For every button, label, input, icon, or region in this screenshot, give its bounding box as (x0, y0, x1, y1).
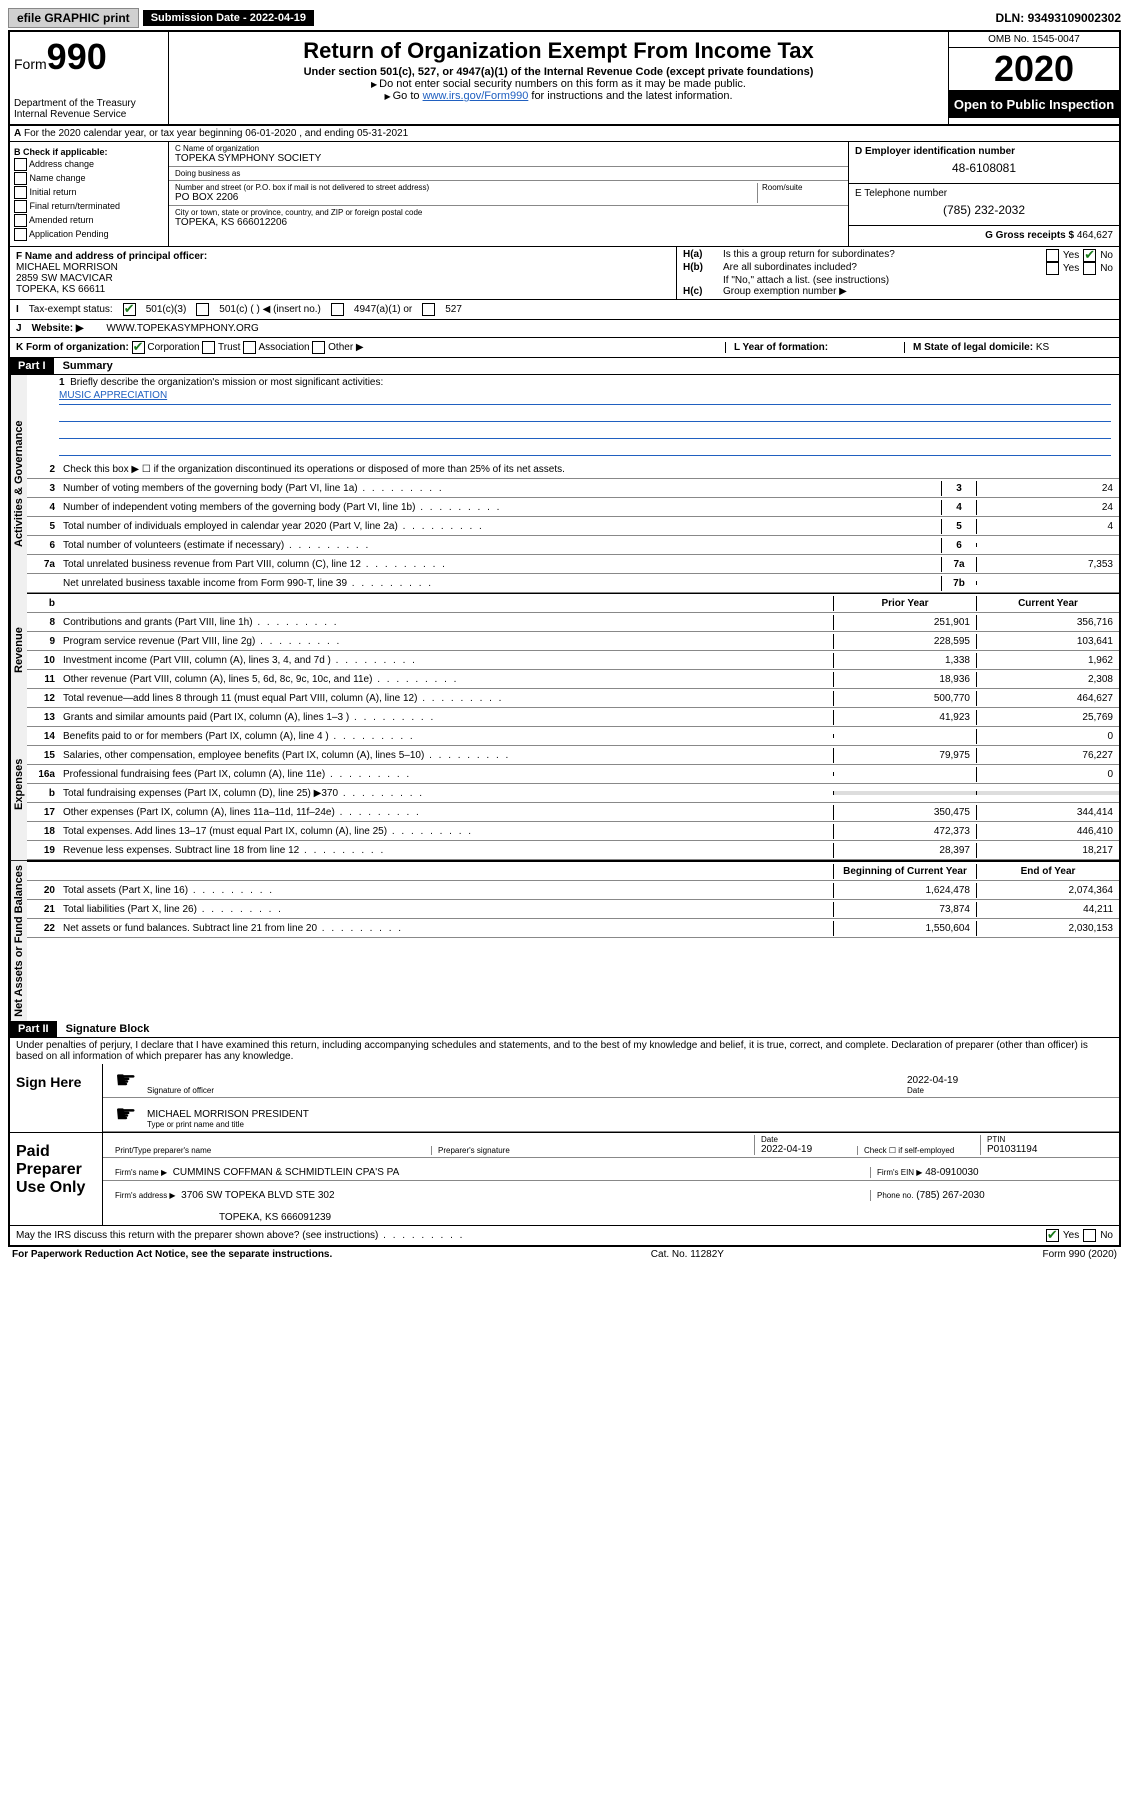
table-row: bTotal fundraising expenses (Part IX, co… (27, 784, 1119, 803)
vtab-revenue: Revenue (10, 593, 27, 708)
corp-checkbox[interactable] (132, 341, 145, 354)
sign-here-block: Sign Here ☛ Signature of officer 2022-04… (10, 1064, 1119, 1133)
assoc-checkbox[interactable] (243, 341, 256, 354)
instructions-link[interactable]: www.irs.gov/Form990 (423, 90, 529, 102)
tax-year: 2020 (949, 48, 1119, 91)
table-row: 10Investment income (Part VIII, column (… (27, 651, 1119, 670)
firm-phone: (785) 267-2030 (916, 1190, 984, 1201)
501c3-checkbox[interactable] (123, 303, 136, 316)
penalty-statement: Under penalties of perjury, I declare th… (10, 1038, 1119, 1064)
revenue-section: Revenue bPrior YearCurrent Year 8Contrib… (10, 593, 1119, 708)
table-row: 20Total assets (Part X, line 16)1,624,47… (27, 881, 1119, 900)
4947-checkbox[interactable] (331, 303, 344, 316)
efile-button[interactable]: efile GRAPHIC print (8, 8, 139, 28)
activities-governance: Activities & Governance 1 Briefly descri… (10, 375, 1119, 593)
table-row: 9Program service revenue (Part VIII, lin… (27, 632, 1119, 651)
firm-name: CUMMINS COFFMAN & SCHMIDTLEIN CPA'S PA (173, 1167, 400, 1178)
initial-return-checkbox[interactable] (14, 186, 27, 199)
table-row: 18Total expenses. Add lines 13–17 (must … (27, 822, 1119, 841)
expenses-section: Expenses 13Grants and similar amounts pa… (10, 708, 1119, 860)
box-f-officer: F Name and address of principal officer:… (10, 247, 676, 299)
table-row: 19Revenue less expenses. Subtract line 1… (27, 841, 1119, 860)
box-h: H(a)Is this a group return for subordina… (676, 247, 1119, 299)
city-state-zip: TOPEKA, KS 666012206 (175, 217, 842, 228)
header-left: Form990 Department of the Treasury Inter… (10, 32, 169, 124)
part2-header: Part II Signature Block (10, 1021, 1119, 1038)
form-title: Return of Organization Exempt From Incom… (173, 38, 944, 64)
name-change-checkbox[interactable] (14, 172, 27, 185)
website-url: WWW.TOPEKASYMPHONY.ORG (106, 323, 258, 334)
street-address: PO BOX 2206 (175, 192, 757, 203)
ptin: P01031194 (987, 1144, 1037, 1155)
table-row: 16aProfessional fundraising fees (Part I… (27, 765, 1119, 784)
omb-number: OMB No. 1545-0047 (949, 32, 1119, 48)
section-fh: F Name and address of principal officer:… (10, 247, 1119, 300)
ha-no-checkbox[interactable] (1083, 249, 1096, 262)
hb-yes-checkbox[interactable] (1046, 262, 1059, 275)
telephone: (785) 232-2032 (855, 199, 1113, 221)
discuss-row: May the IRS discuss this return with the… (10, 1226, 1119, 1245)
trust-checkbox[interactable] (202, 341, 215, 354)
table-row: 11Other revenue (Part VIII, column (A), … (27, 670, 1119, 689)
other-checkbox[interactable] (312, 341, 325, 354)
state-domicile: KS (1036, 342, 1049, 353)
amended-return-checkbox[interactable] (14, 214, 27, 227)
submission-date-badge: Submission Date - 2022-04-19 (143, 10, 314, 26)
korg-row: K Form of organization: Corporation Trus… (10, 338, 1119, 358)
paid-preparer-label: Paid Preparer Use Only (10, 1133, 103, 1225)
table-row: 14Benefits paid to or for members (Part … (27, 727, 1119, 746)
hb-no-checkbox[interactable] (1083, 262, 1096, 275)
gross-receipts: 464,627 (1077, 230, 1113, 241)
discuss-no-checkbox[interactable] (1083, 1229, 1096, 1242)
box-c-org-info: C Name of organizationTOPEKA SYMPHONY SO… (169, 142, 848, 246)
application-pending-checkbox[interactable] (14, 228, 27, 241)
527-checkbox[interactable] (422, 303, 435, 316)
final-return-checkbox[interactable] (14, 200, 27, 213)
irs-label: Internal Revenue Service (14, 109, 164, 120)
discuss-yes-checkbox[interactable] (1046, 1229, 1059, 1242)
ein: 48-6108081 (855, 157, 1113, 179)
table-row: 22Net assets or fund balances. Subtract … (27, 919, 1119, 938)
website-row: J Website: ▶ WWW.TOPEKASYMPHONY.ORG (10, 320, 1119, 338)
form-container: Form990 Department of the Treasury Inter… (8, 30, 1121, 1247)
dept-treasury: Department of the Treasury (14, 98, 164, 109)
box-b-checkboxes: B Check if applicable: Address change Na… (10, 142, 169, 246)
mission-text[interactable]: MUSIC APPRECIATION (59, 390, 167, 401)
inspection-badge: Open to Public Inspection (949, 91, 1119, 118)
ha-yes-checkbox[interactable] (1046, 249, 1059, 262)
org-name: TOPEKA SYMPHONY SOCIETY (175, 153, 842, 164)
table-row: 21Total liabilities (Part X, line 26)73,… (27, 900, 1119, 919)
row-a-taxyear: A For the 2020 calendar year, or tax yea… (10, 126, 1119, 142)
ssn-warning: Do not enter social security numbers on … (173, 78, 944, 90)
paid-preparer-block: Paid Preparer Use Only Print/Type prepar… (10, 1133, 1119, 1226)
table-row: 15Salaries, other compensation, employee… (27, 746, 1119, 765)
vtab-activities: Activities & Governance (10, 375, 27, 593)
vtab-netassets: Net Assets or Fund Balances (10, 861, 27, 1021)
box-deg: D Employer identification number48-61080… (848, 142, 1119, 246)
501c-checkbox[interactable] (196, 303, 209, 316)
sign-here-label: Sign Here (10, 1064, 103, 1132)
address-change-checkbox[interactable] (14, 158, 27, 171)
part1-header: Part I Summary (10, 358, 1119, 375)
table-row: 17Other expenses (Part IX, column (A), l… (27, 803, 1119, 822)
officer-name: MICHAEL MORRISON PRESIDENT (147, 1109, 309, 1120)
vtab-expenses: Expenses (10, 708, 27, 860)
table-row: 8Contributions and grants (Part VIII, li… (27, 613, 1119, 632)
form-number: 990 (47, 36, 107, 77)
dln-label: DLN: 93493109002302 (996, 11, 1121, 25)
tax-exempt-row: I Tax-exempt status: 501(c)(3) 501(c) ( … (10, 300, 1119, 320)
form-subtitle: Under section 501(c), 527, or 4947(a)(1)… (173, 66, 944, 78)
table-row: 13Grants and similar amounts paid (Part … (27, 708, 1119, 727)
header-center: Return of Organization Exempt From Incom… (169, 32, 948, 124)
firm-ein: 48-0910030 (925, 1167, 978, 1178)
netassets-section: Net Assets or Fund Balances Beginning of… (10, 860, 1119, 1021)
header-right: OMB No. 1545-0047 2020 Open to Public In… (948, 32, 1119, 124)
mission-block: 1 Briefly describe the organization's mi… (27, 375, 1119, 460)
section-bcdefg: B Check if applicable: Address change Na… (10, 142, 1119, 247)
instructions-line: Go to www.irs.gov/Form990 for instructio… (173, 90, 944, 102)
form-header: Form990 Department of the Treasury Inter… (10, 32, 1119, 126)
table-row: 12Total revenue—add lines 8 through 11 (… (27, 689, 1119, 708)
page-footer: For Paperwork Reduction Act Notice, see … (8, 1247, 1121, 1262)
top-toolbar: efile GRAPHIC print Submission Date - 20… (8, 8, 1121, 28)
